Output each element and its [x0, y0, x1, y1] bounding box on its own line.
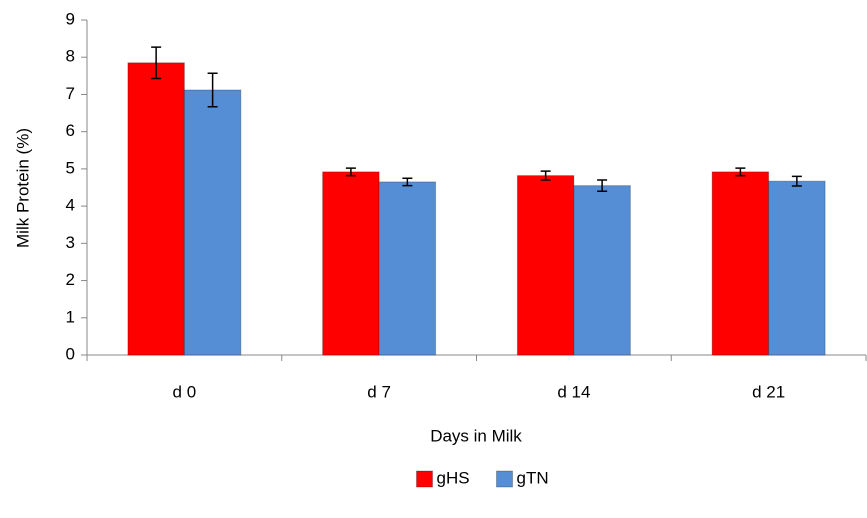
bar	[127, 62, 185, 356]
error-bar	[151, 46, 162, 80]
y-tick-label: 4	[66, 196, 75, 215]
x-tick-label: d 7	[367, 382, 391, 401]
error-bar	[402, 177, 413, 187]
y-tick-label: 8	[66, 47, 75, 66]
bar	[378, 181, 437, 356]
legend-label: gTN	[517, 468, 549, 487]
legend-swatch	[496, 470, 513, 488]
error-bar	[735, 167, 746, 177]
bar	[711, 171, 770, 356]
y-tick-label: 1	[66, 307, 75, 326]
y-tick-label: 5	[66, 158, 75, 177]
y-tick-label: 6	[66, 121, 75, 140]
bar	[322, 171, 380, 356]
error-bar	[540, 170, 551, 181]
error-bar	[597, 179, 608, 192]
bar	[516, 175, 575, 356]
x-axis-label: Days in Milk	[430, 426, 522, 445]
legend-swatch	[416, 470, 433, 488]
y-tick-label: 2	[66, 270, 75, 289]
legend-label: gHS	[437, 468, 470, 487]
bar	[183, 89, 242, 356]
error-bar	[207, 72, 218, 108]
bar	[573, 185, 631, 356]
y-tick-label: 0	[66, 344, 75, 363]
error-bar	[791, 175, 802, 187]
y-tick-label: 7	[66, 84, 75, 103]
x-tick-label: d 14	[557, 382, 590, 401]
y-tick-label: 9	[66, 9, 75, 28]
x-tick-label: d 21	[752, 382, 785, 401]
x-tick-label: d 0	[173, 382, 197, 401]
y-tick-label: 3	[66, 233, 75, 252]
error-bar	[345, 167, 356, 177]
bar	[768, 180, 826, 356]
y-axis-label: Milk Protein (%)	[13, 128, 32, 248]
